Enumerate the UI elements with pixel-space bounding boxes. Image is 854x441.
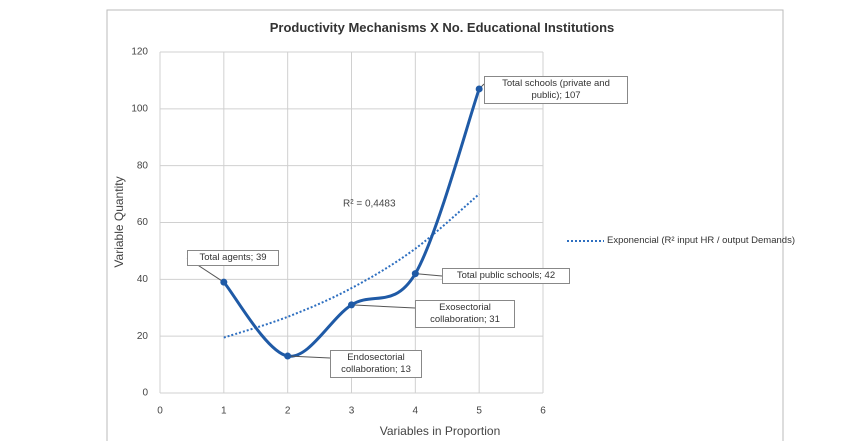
y-tick-label: 80 [137, 160, 149, 171]
legend-label: Exponencial (R² input HR / output Demand… [607, 235, 795, 246]
series-line [222, 88, 481, 358]
data-label: Exosectorial collaboration; 31 [415, 300, 515, 328]
y-tick-label: 40 [137, 274, 149, 285]
x-tick-label: 6 [540, 406, 546, 417]
data-label: Endosectorial collaboration; 13 [330, 350, 422, 378]
chart-title: Productivity Mechanisms X No. Educationa… [269, 20, 615, 35]
x-tick-label: 3 [349, 406, 355, 417]
x-tick-label: 2 [285, 406, 291, 417]
data-point [475, 85, 483, 93]
data-label: Total public schools; 42 [442, 268, 570, 284]
data-point [284, 352, 292, 360]
trend-annotation: R² = 0,4483 [343, 199, 396, 210]
y-tick-label: 0 [142, 388, 148, 399]
y-tick-label: 100 [131, 103, 148, 114]
data-label: Total schools (private and public); 107 [484, 76, 628, 104]
data-point [411, 270, 419, 278]
data-point [220, 278, 228, 286]
data-point [348, 301, 355, 309]
x-tick-label: 5 [476, 406, 482, 417]
y-tick-label: 20 [137, 331, 149, 342]
leader-line [351, 304, 416, 309]
y-axis-label: Variable Quantity [112, 176, 126, 267]
x-tick-label: 4 [413, 406, 419, 417]
data-label: Total agents; 39 [187, 250, 279, 266]
x-tick-label: 0 [157, 406, 163, 417]
x-axis-label: Variables in Proportion [380, 424, 501, 438]
leader-line [287, 355, 331, 359]
leader-line [415, 273, 443, 277]
y-tick-label: 60 [137, 217, 149, 228]
x-tick-label: 1 [221, 406, 227, 417]
y-tick-label: 120 [131, 47, 148, 58]
trend-line [223, 193, 480, 339]
